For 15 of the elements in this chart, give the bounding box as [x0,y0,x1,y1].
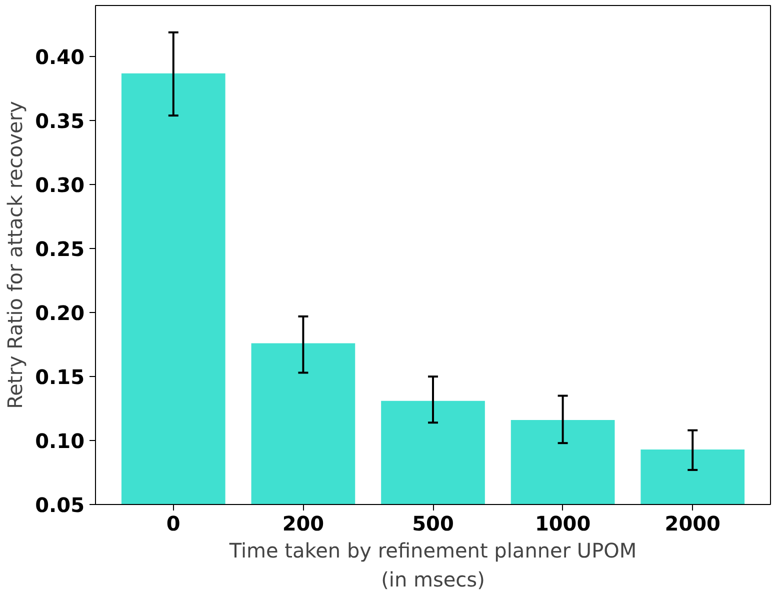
y-tick-label: 0.15 [35,365,85,390]
y-tick-label: 0.30 [35,173,85,198]
y-tick-label: 0.05 [35,493,85,517]
x-axis-title: Time taken by refinement planner UPOM (in msecs) [228,538,637,592]
x-tick-label: 200 [282,512,324,536]
x-tick-label: 0 [166,512,180,536]
y-axis-title: Retry Ratio for attack recovery [3,100,28,409]
y-tick-label: 0.35 [35,109,85,134]
y-tick-label: 0.10 [35,429,85,454]
x-tick-label: 1000 [534,512,591,536]
y-tick-label: 0.40 [35,45,85,70]
x-tick-label: 500 [412,512,454,536]
y-tick-label: 0.20 [35,301,85,326]
x-tick-label: 2000 [664,512,720,536]
y-tick-label: 0.25 [35,237,85,262]
